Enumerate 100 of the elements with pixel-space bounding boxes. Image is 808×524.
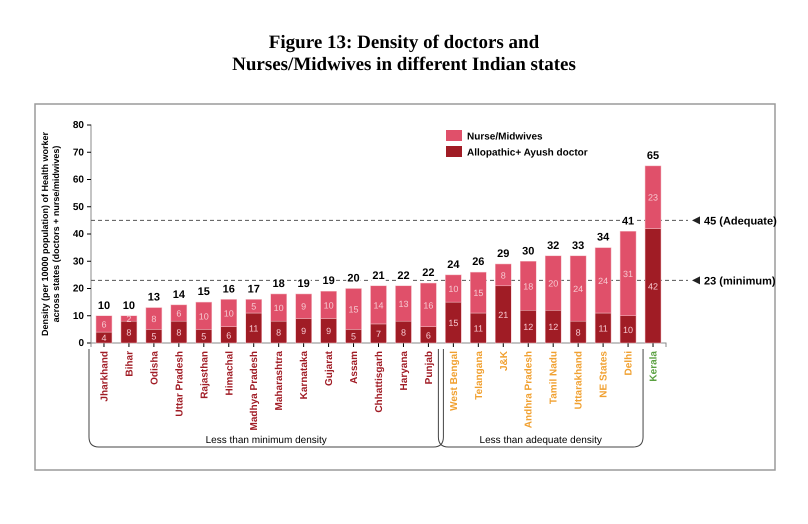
data-label: 10 — [224, 308, 234, 319]
data-label: 9 — [326, 326, 332, 336]
x-tick-label: Maharashtra — [274, 350, 286, 410]
total-label: 32 — [547, 240, 560, 252]
x-tick-label: Telangana — [474, 350, 485, 400]
data-label: 24 — [598, 276, 608, 286]
total-label: 15 — [198, 286, 210, 298]
x-tick-label: Assam — [349, 350, 360, 384]
x-tick-label: Punjab — [424, 351, 435, 384]
total-label: 26 — [472, 256, 484, 268]
data-label: 5 — [151, 332, 156, 342]
x-tick-label: Delhi — [624, 350, 635, 376]
data-label: 20 — [548, 278, 558, 289]
total-label: 10 — [122, 300, 136, 312]
data-label: 12 — [548, 322, 558, 332]
x-tick-label: NE States — [598, 350, 610, 398]
data-label: 10 — [274, 303, 284, 314]
data-label: 10 — [448, 284, 458, 294]
data-label: 8 — [176, 328, 182, 338]
data-label: 24 — [573, 284, 584, 294]
data-label: 12 — [523, 322, 534, 332]
y-tick-label: 40 — [72, 229, 84, 240]
data-label: 23 — [648, 192, 658, 203]
x-tick-label: Kerala — [648, 350, 660, 382]
data-label: 8 — [151, 314, 156, 324]
total-label: 13 — [148, 292, 160, 304]
data-label: 6 — [426, 330, 431, 340]
data-label: 6 — [176, 308, 182, 319]
data-label: 21 — [498, 310, 508, 320]
total-label: 22 — [422, 267, 435, 280]
data-label: 10 — [324, 300, 334, 310]
ref-line-label: 45 (Adequate) — [704, 215, 778, 228]
data-label: 15 — [473, 288, 484, 298]
data-label: 11 — [249, 324, 258, 334]
legend-label: Allopathic+ Ayush doctor — [467, 148, 588, 158]
total-label: 20 — [347, 272, 360, 284]
total-label: 10 — [98, 300, 110, 312]
x-tick-label: Gujarat — [324, 350, 336, 386]
x-tick-label: Chhattisgarh — [374, 351, 385, 413]
legend-label: Nurse/Midwives — [467, 132, 544, 142]
data-label: 5 — [251, 302, 256, 312]
total-label: 21 — [372, 270, 385, 282]
total-label: 34 — [596, 232, 610, 244]
total-label: 65 — [646, 150, 660, 162]
data-label: 18 — [523, 281, 534, 292]
y-tick-label: 20 — [72, 284, 84, 295]
data-label: 5 — [351, 332, 356, 342]
data-label: 10 — [198, 311, 209, 322]
x-tick-label: Odisha — [149, 350, 160, 385]
x-tick-label: West Bengal — [448, 350, 460, 411]
y-tick-label: 0 — [78, 338, 84, 350]
data-label: 16 — [423, 300, 434, 310]
x-tick-label: Madhya Pradesh — [249, 351, 260, 430]
total-label: 41 — [622, 215, 634, 228]
total-label: 29 — [497, 248, 510, 260]
x-tick-label: Tamil Nadu — [548, 351, 560, 404]
data-label: 8 — [576, 328, 581, 338]
data-label: 14 — [373, 300, 384, 310]
chart-title: Figure 13: Density of doctors and Nurses/Midwives in different Indian states — [232, 32, 576, 75]
y-axis-title: Density (per 10000 population) of Health worker across states (doctors + nurse/midwives) — [40, 131, 61, 336]
data-label: 8 — [276, 328, 282, 338]
data-label: 11 — [474, 324, 483, 334]
data-label: 7 — [376, 328, 382, 339]
y-tick-label: 10 — [72, 310, 84, 322]
total-label: 30 — [522, 245, 534, 258]
total-label: 18 — [272, 278, 285, 290]
y-tick-label: 60 — [72, 174, 84, 186]
data-label: 9 — [301, 302, 306, 312]
data-label: 10 — [623, 324, 634, 335]
data-label: 8 — [400, 328, 406, 338]
data-label: 42 — [648, 281, 658, 292]
total-label: 33 — [572, 240, 584, 252]
text: Less than minimum density — [206, 435, 327, 446]
data-label: 6 — [101, 319, 106, 330]
total-label: 22 — [397, 270, 410, 282]
text: Less than adequate density — [480, 435, 602, 446]
total-label: 24 — [447, 258, 460, 271]
total-label: 19 — [298, 278, 310, 290]
total-label: 17 — [248, 283, 260, 296]
x-tick-label: Bihar — [124, 350, 136, 377]
ref-line-label: 23 (minimum) — [704, 275, 776, 288]
total-label: 14 — [172, 288, 186, 301]
y-tick-label: 50 — [72, 202, 84, 213]
data-label: 8 — [500, 270, 506, 280]
data-label: 15 — [348, 304, 359, 314]
data-label: 13 — [398, 298, 408, 309]
data-label: 9 — [301, 326, 306, 336]
data-label: 4 — [101, 333, 106, 344]
data-label: 5 — [201, 332, 206, 342]
data-label: 11 — [598, 324, 608, 334]
total-label: 19 — [322, 275, 335, 288]
x-tick-label: Karnataka — [299, 350, 310, 400]
data-label: 31 — [623, 269, 634, 280]
x-tick-label: Rajasthan — [199, 351, 210, 399]
y-tick-label: 30 — [72, 256, 84, 268]
x-tick-label: J&K — [498, 350, 510, 372]
x-tick-label: Haryana — [398, 350, 410, 390]
x-tick-label: Uttarakhand — [574, 351, 585, 410]
x-tick-label: Himachal — [224, 350, 236, 396]
x-tick-label: Andhra Pradesh — [524, 351, 535, 428]
